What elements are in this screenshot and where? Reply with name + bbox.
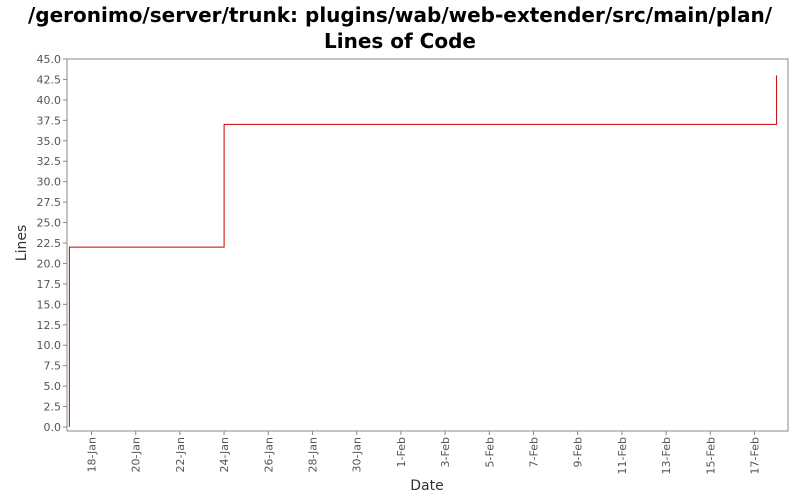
y-tick-label: 45.0 xyxy=(37,53,62,66)
x-axis-title: Date xyxy=(410,478,443,494)
x-tick-label: 20-Jan xyxy=(130,437,143,473)
y-tick-label: 40.0 xyxy=(37,94,62,107)
x-tick-label: 5-Feb xyxy=(483,437,496,467)
x-tick-label: 26-Jan xyxy=(262,437,275,473)
y-tick-label: 15.0 xyxy=(37,298,62,311)
y-tick-label: 12.5 xyxy=(37,319,62,332)
y-tick-label: 0.0 xyxy=(44,421,62,434)
series-line xyxy=(68,75,778,427)
y-tick-label: 42.5 xyxy=(37,73,62,86)
x-tick-label: 15-Feb xyxy=(704,437,717,474)
y-tick-label: 30.0 xyxy=(37,176,62,189)
y-tick-label: 27.5 xyxy=(37,196,62,209)
y-tick-label: 22.5 xyxy=(37,237,62,250)
x-tick-label: 9-Feb xyxy=(572,437,585,467)
x-tick-label: 18-Jan xyxy=(86,437,99,473)
x-tick-label: 7-Feb xyxy=(528,437,541,467)
x-tick-label: 11-Feb xyxy=(616,437,629,474)
x-tick-label: 17-Feb xyxy=(749,437,762,474)
x-tick-label: 28-Jan xyxy=(307,437,320,473)
y-tick-label: 35.0 xyxy=(37,135,62,148)
x-tick-label: 22-Jan xyxy=(174,437,187,473)
y-tick-label: 5.0 xyxy=(44,380,62,393)
chart-title: /geronimo/server/trunk: plugins/wab/web-… xyxy=(27,3,773,53)
y-tick-label: 17.5 xyxy=(37,278,62,291)
y-tick-label: 37.5 xyxy=(37,114,62,127)
y-tick-label: 25.0 xyxy=(37,217,62,230)
y-tick-label: 32.5 xyxy=(37,155,62,168)
y-tick-label: 10.0 xyxy=(37,339,62,352)
x-tick-label: 1-Feb xyxy=(395,437,408,467)
plot-frame xyxy=(66,58,789,432)
y-tick-label: 20.0 xyxy=(37,257,62,270)
x-tick-label: 13-Feb xyxy=(660,437,673,474)
y-tick-label: 2.5 xyxy=(44,401,62,414)
y-axis-title: Lines xyxy=(14,225,30,261)
x-tick-label: 24-Jan xyxy=(218,437,231,473)
x-tick-label: 30-Jan xyxy=(351,437,364,473)
y-tick-label: 7.5 xyxy=(44,360,62,373)
x-tick-label: 3-Feb xyxy=(439,437,452,467)
